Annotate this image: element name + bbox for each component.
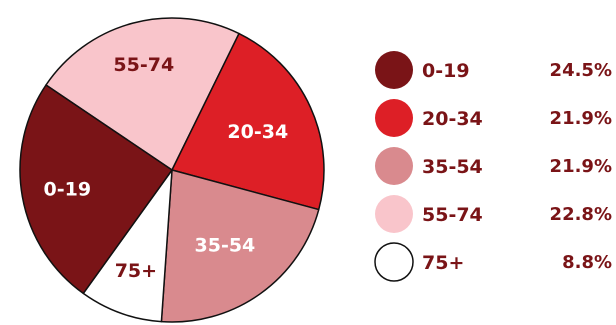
pie-slice-75plus <box>82 169 173 323</box>
slice-label-20-34: 20-34 <box>227 121 288 143</box>
legend-label-20-34: 20-34 <box>422 108 483 130</box>
slice-label-0-19: 0-19 <box>44 179 92 201</box>
legend-value-55-74: 22.8% <box>550 204 612 225</box>
legend-swatch-55-74 <box>375 195 413 233</box>
legend-swatch-20-34 <box>375 99 413 137</box>
legend-value-20-34: 21.9% <box>550 108 612 129</box>
pie-slice-labels: 55-74 20-34 35-54 75+ 0-19 <box>44 54 289 282</box>
legend-label-55-74: 55-74 <box>422 204 483 226</box>
legend-label-35-54: 35-54 <box>422 156 483 178</box>
legend-swatch-75plus <box>374 242 414 282</box>
legend-label-0-19: 0-19 <box>422 60 470 82</box>
pie-slices <box>19 17 325 323</box>
legend: 0-19 24.5% 20-34 21.9% 35-54 21.9% 55-74 22.8% 7… <box>374 51 612 282</box>
pie-slice-35-54 <box>160 169 320 323</box>
slice-label-75plus: 75+ <box>115 260 157 282</box>
legend-value-0-19: 24.5% <box>550 60 612 81</box>
slice-label-35-54: 35-54 <box>195 234 256 256</box>
legend-swatch-0-19 <box>375 51 413 89</box>
legend-swatch-35-54 <box>375 147 413 185</box>
legend-value-35-54: 21.9% <box>550 156 612 177</box>
pie-slice-0-19 <box>19 84 173 295</box>
legend-value-75plus: 8.8% <box>562 252 612 273</box>
legend-label-75plus: 75+ <box>422 252 464 274</box>
pie-slice-55-74 <box>45 17 240 171</box>
pie-slice-20-34 <box>171 32 325 211</box>
slice-label-55-74: 55-74 <box>113 54 174 76</box>
